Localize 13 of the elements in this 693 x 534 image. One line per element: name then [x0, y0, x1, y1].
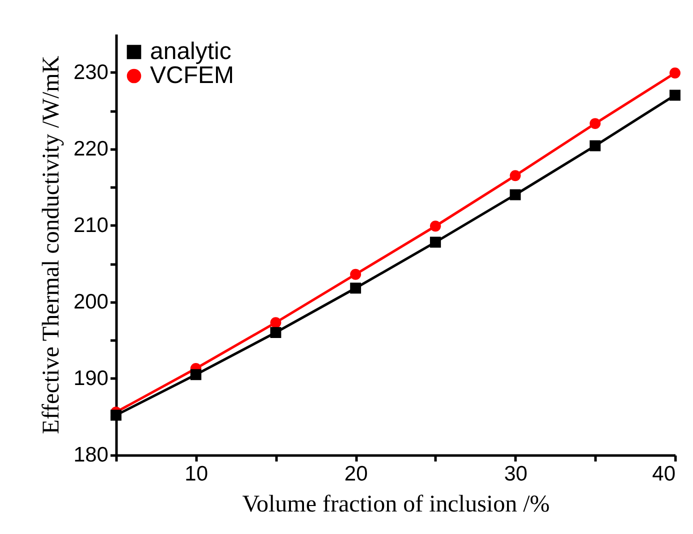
y-tick-label: 210 [73, 214, 108, 237]
legend-label: analytic [150, 38, 232, 65]
y-tick-label: 190 [73, 366, 108, 390]
x-tick-label: 40 [652, 462, 676, 486]
x-axis-title: Volume fraction of inclusion /% [242, 492, 550, 518]
y-tick-label: 180 [73, 444, 108, 466]
y-tick-label: 220 [73, 137, 108, 160]
x-tick-label: 20 [344, 462, 368, 486]
x-tick-label: 30 [504, 462, 528, 486]
y-tick-label: 200 [73, 290, 108, 314]
x-tick-label: 10 [184, 462, 208, 486]
y-tick-label: 230 [73, 60, 108, 84]
y-axis-title: Effective Thermal conductivity /W/mK [38, 55, 64, 434]
